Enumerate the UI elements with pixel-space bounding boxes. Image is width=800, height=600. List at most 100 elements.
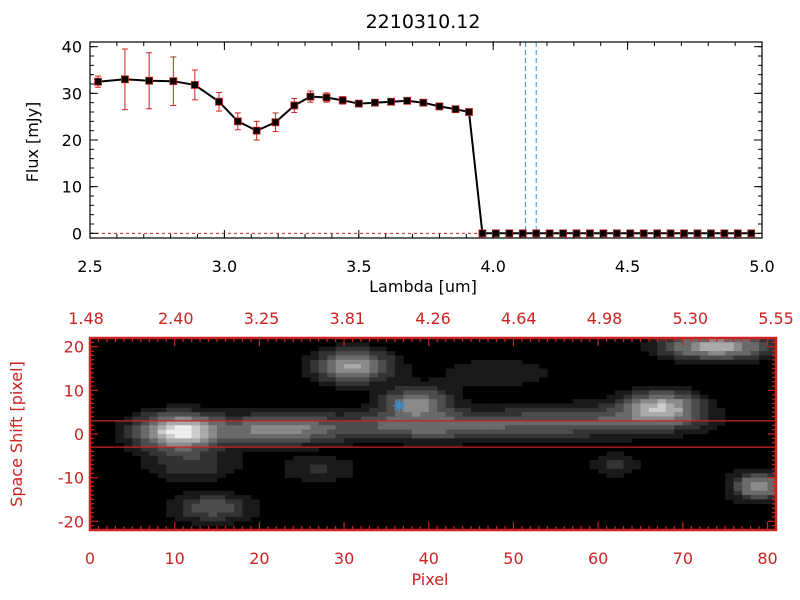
heatmap-cell (471, 429, 480, 435)
heatmap-cell (335, 416, 345, 422)
heatmap-cell (428, 377, 438, 382)
heatmap-cell (411, 403, 421, 409)
heatmap-cell (657, 403, 667, 409)
heatmap-cell (233, 516, 243, 522)
heatmap-cell (648, 407, 658, 413)
heatmap-cell (767, 490, 777, 496)
heatmap-cell (598, 407, 607, 413)
heatmap-cell (233, 460, 243, 465)
heatmap-cell (284, 429, 294, 435)
heatmap-cell (327, 377, 336, 382)
heatmap-cell (437, 390, 446, 396)
heatmap-cell (191, 473, 201, 478)
heatmap-cell (369, 403, 379, 409)
heatmap-cell (394, 372, 404, 378)
heatmap-cell (454, 372, 463, 378)
heatmap-cell (640, 416, 650, 422)
heatmap-cell (132, 425, 142, 430)
heatmap-cell (149, 455, 159, 461)
heatmap-cell (513, 425, 523, 430)
heatmap-cell (140, 434, 150, 439)
heatmap-cell (767, 473, 777, 478)
heatmap-cell (496, 359, 506, 365)
heatmap-cell (682, 412, 692, 417)
heatmap-cell (208, 442, 218, 448)
heatmap-cell (327, 346, 336, 352)
heatmap-cell (310, 468, 319, 474)
wavelength-tick-label: 4.64 (501, 309, 537, 328)
heatmap-cell (555, 438, 565, 444)
heatmap-cell (496, 377, 506, 382)
heatmap-cell (191, 434, 201, 439)
heatmap-cell (632, 399, 641, 404)
heatmap-cell (386, 372, 396, 378)
heatmap-cell (445, 377, 455, 382)
heatmap-cell (733, 486, 743, 492)
heatmap-cell (377, 416, 387, 422)
heatmap-cell (293, 407, 303, 413)
heatmap-cell (267, 438, 277, 444)
heatmap-cell (555, 434, 565, 439)
heatmap-cell (623, 412, 633, 417)
heatmap-cell (233, 434, 243, 439)
heatmap-cell (725, 359, 734, 365)
heatmap-cell (200, 429, 209, 435)
heatmap-cell (632, 386, 641, 391)
heatmap-cell (674, 394, 684, 400)
heatmap-cell (386, 438, 396, 444)
heatmap-cell (403, 403, 413, 409)
heatmap-cell (208, 434, 218, 439)
heatmap-cell (682, 355, 692, 361)
heatmap-cell (191, 416, 201, 422)
heatmap-cell (420, 381, 430, 387)
heatmap-cell (742, 355, 751, 361)
heatmap-cell (225, 438, 235, 444)
x-tick-label: 2.5 (77, 257, 102, 276)
heatmap-cell (386, 368, 396, 374)
heatmap-cell (716, 416, 726, 422)
heatmap-cell (217, 460, 226, 465)
heatmap-cell (310, 438, 319, 444)
data-point-23 (505, 229, 514, 238)
heatmap-cell (606, 412, 616, 417)
heatmap-cell (267, 447, 277, 452)
heatmap-cell (318, 359, 328, 365)
heatmap-cell (437, 412, 446, 417)
heatmap-cell (217, 407, 226, 413)
heatmap-cell (623, 416, 633, 422)
heatmap-cell (369, 425, 379, 430)
heatmap-cell (361, 346, 370, 352)
heatmap-cell (327, 442, 336, 448)
heatmap-cell (411, 416, 421, 422)
heatmap-cell (301, 447, 311, 452)
heatmap-cell (742, 342, 751, 348)
heatmap-cell (615, 473, 624, 478)
data-point-18 (435, 102, 444, 111)
heatmap-cell (496, 403, 506, 409)
heatmap-cell (589, 399, 599, 404)
heatmap-cell (149, 460, 159, 465)
heatmap-cell (200, 464, 209, 470)
heatmap-cell (750, 351, 760, 356)
heatmap-cell (183, 403, 192, 409)
heatmap-cell (615, 438, 624, 444)
data-point-13 (354, 99, 363, 108)
heatmap-cell (615, 416, 624, 422)
heatmap-cell (547, 420, 557, 426)
heatmap-cell (598, 460, 607, 465)
heatmap-cell (310, 477, 319, 483)
heatmap-cell (208, 495, 218, 500)
heatmap-cell (166, 477, 175, 483)
heatmap-cell (454, 425, 463, 430)
heatmap-cell (471, 368, 480, 374)
heatmap-cell (699, 429, 709, 435)
heatmap-cell (538, 429, 548, 435)
heatmap-cell (183, 442, 192, 448)
heatmap-cell (589, 416, 599, 422)
heatmap-cell (352, 425, 362, 430)
heatmap-cell (725, 486, 734, 492)
heatmap-cell (191, 447, 201, 452)
heatmap-cell (200, 425, 209, 430)
heatmap-cell (699, 412, 709, 417)
heatmap-cell (767, 338, 777, 343)
